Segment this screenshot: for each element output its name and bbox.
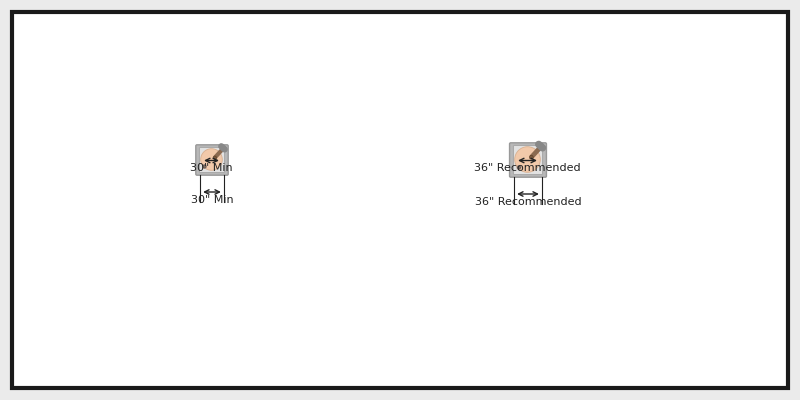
Circle shape	[203, 165, 206, 168]
Text: 36" Recommended: 36" Recommended	[474, 197, 582, 207]
Circle shape	[202, 164, 207, 169]
FancyBboxPatch shape	[196, 145, 228, 175]
FancyBboxPatch shape	[199, 148, 225, 172]
Ellipse shape	[201, 149, 222, 170]
FancyBboxPatch shape	[514, 146, 542, 174]
Circle shape	[213, 156, 217, 159]
FancyBboxPatch shape	[510, 143, 546, 177]
FancyBboxPatch shape	[12, 12, 788, 388]
Text: 30" Min: 30" Min	[190, 164, 233, 174]
Circle shape	[518, 166, 520, 169]
Text: 30" Min: 30" Min	[190, 195, 234, 205]
Circle shape	[517, 165, 522, 170]
Ellipse shape	[514, 147, 540, 172]
Circle shape	[530, 155, 533, 159]
Text: 36" Recommended: 36" Recommended	[474, 164, 581, 174]
